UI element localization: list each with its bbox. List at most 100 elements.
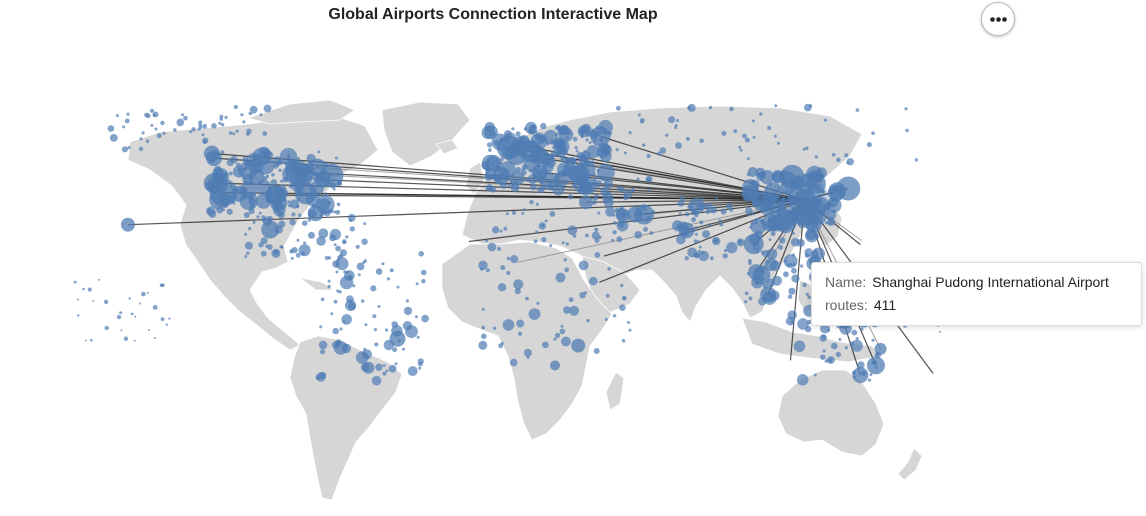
airport-point[interactable] (597, 211, 601, 215)
airport-point[interactable] (152, 305, 158, 310)
airport-point[interactable] (222, 174, 228, 179)
airport-point[interactable] (560, 324, 564, 328)
airport-point[interactable] (201, 133, 205, 137)
airport-point[interactable] (769, 225, 775, 230)
airport-point[interactable] (778, 244, 784, 250)
airport-point[interactable] (484, 121, 495, 133)
airport-point[interactable] (738, 145, 742, 149)
airport-point[interactable] (605, 293, 610, 298)
airport-point[interactable] (342, 320, 346, 324)
airport-point[interactable] (615, 148, 619, 152)
airport-point[interactable] (746, 172, 751, 177)
airport-point[interactable] (232, 165, 245, 178)
airport-point[interactable] (855, 108, 860, 112)
airport-point[interactable] (347, 213, 356, 222)
airport-point[interactable] (168, 317, 171, 320)
airport-point[interactable] (403, 306, 413, 316)
airport-point[interactable] (791, 253, 795, 257)
airport-point[interactable] (221, 123, 225, 127)
airport-point[interactable] (216, 206, 224, 214)
airport-point[interactable] (726, 202, 733, 210)
airport-point[interactable] (596, 146, 609, 159)
airport-point[interactable] (584, 233, 589, 238)
airport-point[interactable] (242, 120, 246, 124)
airport-point[interactable] (391, 321, 399, 328)
major-airport-point[interactable] (579, 195, 593, 210)
airport-point[interactable] (800, 264, 804, 268)
airport-point[interactable] (746, 157, 750, 161)
airport-point[interactable] (611, 238, 615, 242)
airport-point[interactable] (87, 287, 92, 292)
airport-point[interactable] (618, 221, 625, 228)
airport-point[interactable] (550, 139, 556, 145)
airport-point[interactable] (267, 215, 273, 222)
airport-point[interactable] (535, 202, 540, 206)
airport-point[interactable] (243, 212, 250, 218)
airport-point[interactable] (373, 328, 377, 332)
airport-point[interactable] (789, 263, 793, 267)
airport-point[interactable] (488, 148, 492, 152)
airport-point[interactable] (646, 154, 651, 159)
major-airport-point[interactable] (743, 234, 764, 255)
airport-point[interactable] (90, 339, 93, 342)
airport-point[interactable] (561, 147, 566, 151)
airport-point[interactable] (586, 319, 590, 323)
airport-point[interactable] (189, 130, 193, 134)
airport-point[interactable] (678, 212, 682, 216)
airport-point[interactable] (211, 123, 217, 129)
airport-point[interactable] (768, 216, 773, 222)
airport-point[interactable] (567, 225, 578, 236)
major-airport-point[interactable] (828, 182, 847, 201)
major-airport-point[interactable] (314, 171, 331, 188)
airport-point[interactable] (628, 328, 632, 332)
airport-point[interactable] (665, 133, 669, 137)
airport-point[interactable] (421, 279, 426, 284)
airport-point[interactable] (680, 196, 684, 200)
airport-point[interactable] (583, 150, 587, 153)
airport-point[interactable] (780, 197, 788, 205)
airport-point[interactable] (258, 211, 262, 215)
airport-point[interactable] (561, 241, 565, 245)
airport-point[interactable] (509, 358, 518, 367)
airport-point[interactable] (160, 120, 165, 126)
airport-point[interactable] (146, 291, 149, 294)
airport-point[interactable] (521, 211, 525, 215)
airport-point[interactable] (770, 231, 776, 237)
airport-point[interactable] (345, 235, 349, 239)
airport-point[interactable] (807, 319, 812, 325)
airport-point[interactable] (831, 152, 836, 157)
airport-point[interactable] (418, 251, 425, 257)
airport-point[interactable] (345, 270, 349, 274)
airport-point[interactable] (744, 300, 748, 304)
airport-point[interactable] (115, 114, 119, 118)
airport-point[interactable] (181, 113, 184, 117)
airport-point[interactable] (787, 310, 797, 320)
airport-point[interactable] (564, 267, 570, 273)
airport-point[interactable] (317, 150, 321, 154)
airport-point[interactable] (332, 260, 340, 268)
airport-point[interactable] (643, 226, 648, 232)
airport-point[interactable] (719, 222, 724, 227)
airport-point[interactable] (104, 325, 109, 331)
airport-point[interactable] (77, 314, 80, 317)
airport-point[interactable] (339, 249, 347, 257)
airport-point[interactable] (511, 127, 515, 131)
airport-point[interactable] (327, 284, 331, 289)
airport-point[interactable] (613, 221, 617, 225)
airport-point[interactable] (752, 135, 756, 139)
airport-point[interactable] (492, 226, 500, 234)
airport-point[interactable] (612, 213, 616, 217)
airport-point[interactable] (579, 292, 586, 299)
airport-point[interactable] (855, 337, 859, 341)
airport-point[interactable] (697, 240, 701, 244)
airport-point[interactable] (144, 112, 149, 118)
airport-point[interactable] (308, 231, 315, 239)
airport-point[interactable] (694, 226, 698, 230)
major-airport-point[interactable] (626, 206, 643, 223)
hub-airport-layer[interactable] (780, 175, 829, 224)
airport-point[interactable] (791, 274, 800, 283)
airport-point[interactable] (831, 342, 838, 350)
airport-point[interactable] (747, 213, 751, 217)
airport-point[interactable] (568, 194, 574, 200)
airport-point[interactable] (698, 245, 702, 249)
